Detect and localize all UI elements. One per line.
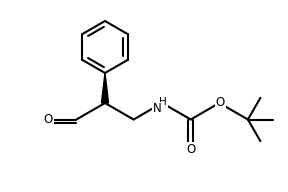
Polygon shape [101,73,109,103]
Text: N: N [153,103,162,116]
Text: H: H [159,97,167,107]
Text: O: O [44,113,53,126]
Text: O: O [186,143,195,156]
Text: O: O [216,95,225,108]
